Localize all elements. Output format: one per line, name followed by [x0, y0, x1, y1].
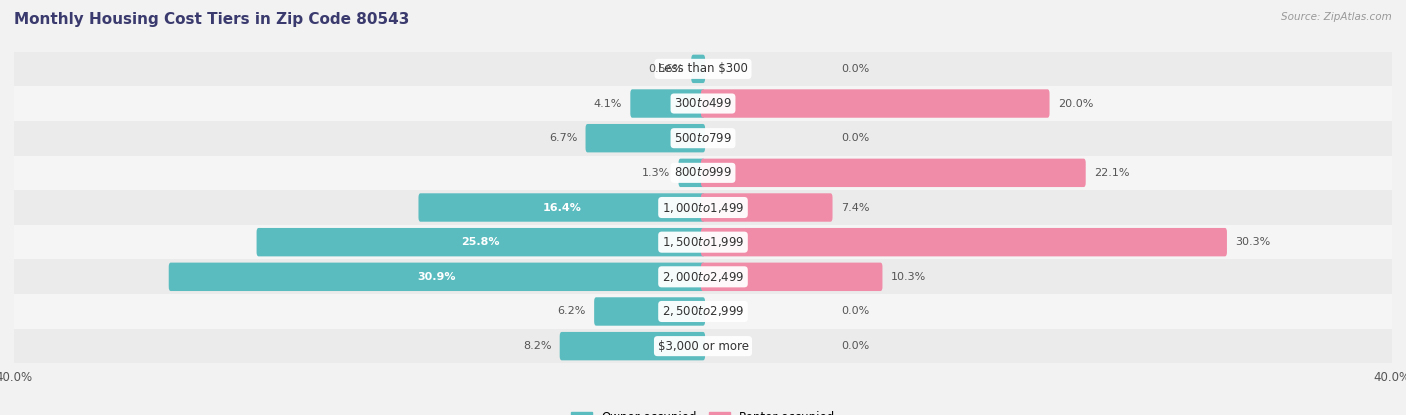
FancyBboxPatch shape	[419, 193, 704, 222]
FancyBboxPatch shape	[256, 228, 704, 256]
Text: Less than $300: Less than $300	[658, 62, 748, 76]
Bar	[14, 329, 1392, 364]
Text: 10.3%: 10.3%	[891, 272, 927, 282]
FancyBboxPatch shape	[702, 89, 1049, 118]
Text: 4.1%: 4.1%	[593, 98, 621, 108]
Text: 30.3%: 30.3%	[1236, 237, 1271, 247]
Text: 0.0%: 0.0%	[841, 307, 869, 317]
Bar	[14, 51, 1392, 86]
FancyBboxPatch shape	[595, 297, 704, 326]
Text: $2,000 to $2,499: $2,000 to $2,499	[662, 270, 744, 284]
Legend: Owner-occupied, Renter-occupied: Owner-occupied, Renter-occupied	[565, 406, 841, 415]
Text: Monthly Housing Cost Tiers in Zip Code 80543: Monthly Housing Cost Tiers in Zip Code 8…	[14, 12, 409, 27]
FancyBboxPatch shape	[560, 332, 704, 360]
Text: 0.56%: 0.56%	[648, 64, 683, 74]
Text: $300 to $499: $300 to $499	[673, 97, 733, 110]
Bar	[14, 294, 1392, 329]
Text: $2,500 to $2,999: $2,500 to $2,999	[662, 305, 744, 318]
Bar	[14, 121, 1392, 156]
FancyBboxPatch shape	[702, 193, 832, 222]
Bar	[14, 259, 1392, 294]
Text: 6.2%: 6.2%	[558, 307, 586, 317]
Text: 30.9%: 30.9%	[418, 272, 456, 282]
FancyBboxPatch shape	[585, 124, 704, 152]
Bar	[14, 156, 1392, 190]
Text: 6.7%: 6.7%	[548, 133, 578, 143]
Text: $800 to $999: $800 to $999	[673, 166, 733, 179]
FancyBboxPatch shape	[169, 263, 704, 291]
Text: 0.0%: 0.0%	[841, 341, 869, 351]
Text: 0.0%: 0.0%	[841, 64, 869, 74]
FancyBboxPatch shape	[702, 263, 883, 291]
Text: $500 to $799: $500 to $799	[673, 132, 733, 145]
FancyBboxPatch shape	[702, 159, 1085, 187]
Text: $1,500 to $1,999: $1,500 to $1,999	[662, 235, 744, 249]
Text: 0.0%: 0.0%	[841, 133, 869, 143]
Text: 1.3%: 1.3%	[643, 168, 671, 178]
Text: 16.4%: 16.4%	[543, 203, 581, 212]
Bar	[14, 190, 1392, 225]
FancyBboxPatch shape	[702, 228, 1227, 256]
Text: 25.8%: 25.8%	[461, 237, 501, 247]
FancyBboxPatch shape	[630, 89, 704, 118]
Text: Source: ZipAtlas.com: Source: ZipAtlas.com	[1281, 12, 1392, 22]
Text: 8.2%: 8.2%	[523, 341, 551, 351]
Text: 7.4%: 7.4%	[841, 203, 869, 212]
Text: 20.0%: 20.0%	[1057, 98, 1094, 108]
Bar	[14, 86, 1392, 121]
Bar	[14, 225, 1392, 259]
FancyBboxPatch shape	[679, 159, 704, 187]
Text: $3,000 or more: $3,000 or more	[658, 339, 748, 353]
FancyBboxPatch shape	[692, 55, 704, 83]
Text: 22.1%: 22.1%	[1094, 168, 1129, 178]
Text: $1,000 to $1,499: $1,000 to $1,499	[662, 200, 744, 215]
